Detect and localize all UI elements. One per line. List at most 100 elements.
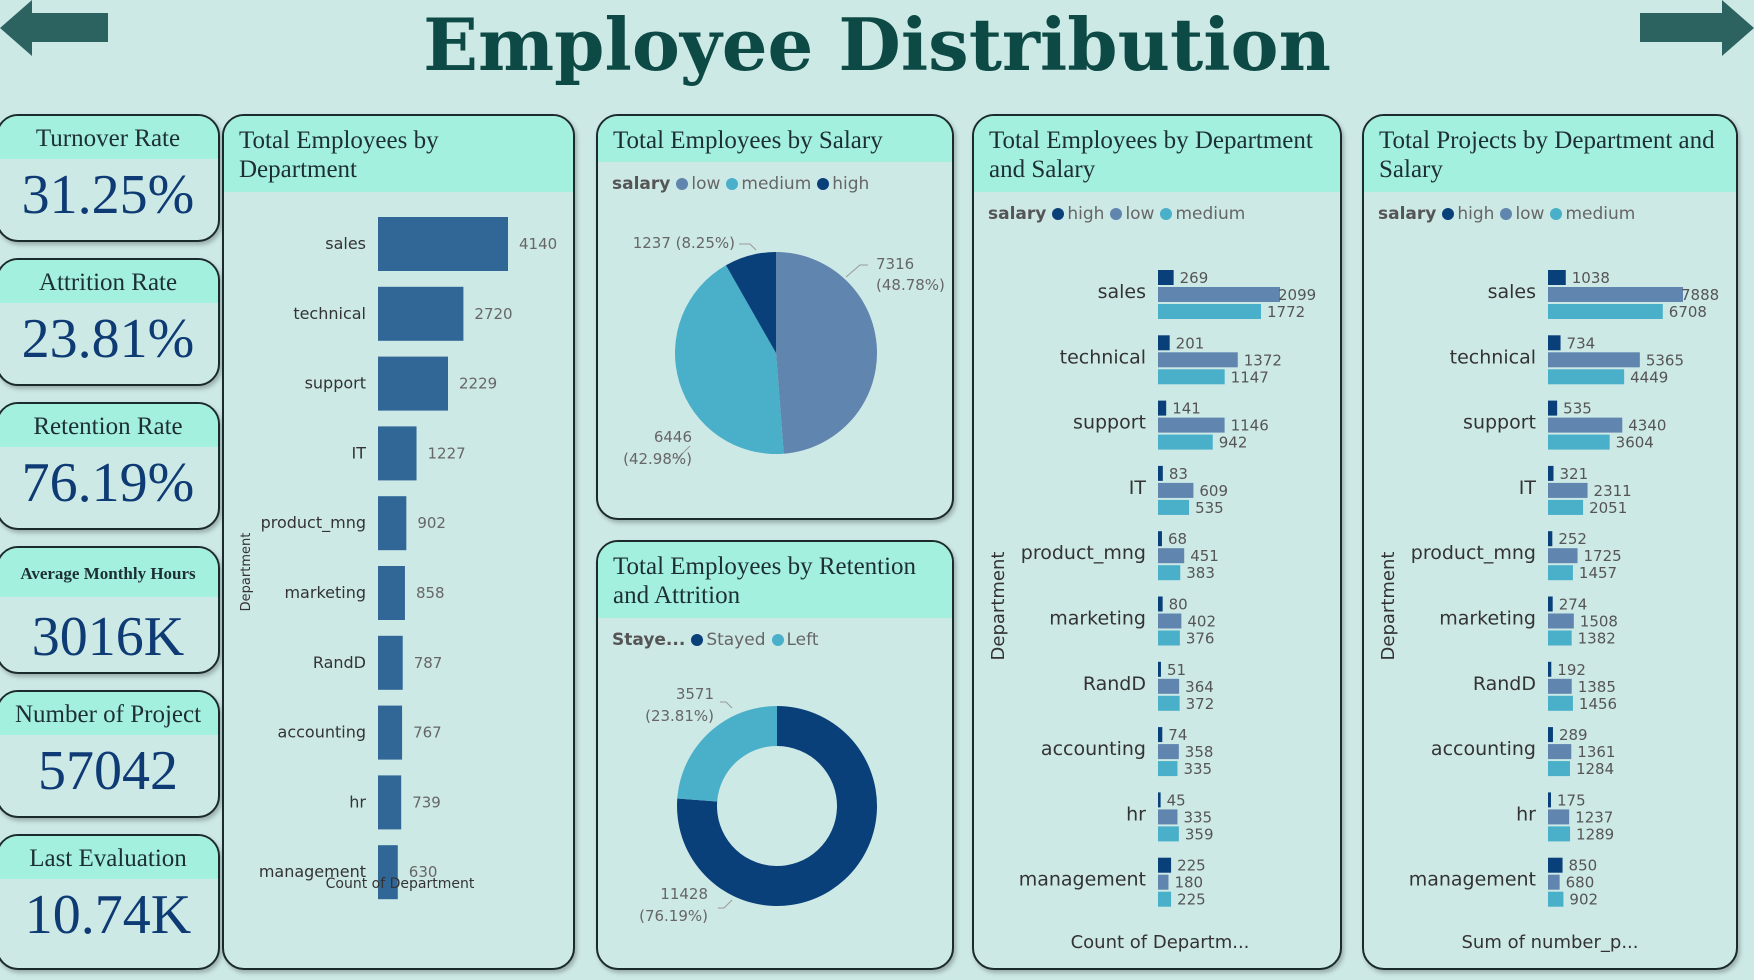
bar-low	[1158, 613, 1182, 629]
data-label: 680	[1566, 874, 1595, 892]
kpi-attrition-card: Attrition Rate 23.81%	[0, 258, 220, 386]
data-label: 141	[1172, 400, 1201, 418]
data-label: 289	[1559, 726, 1588, 744]
kpi-value: 10.74K	[24, 884, 192, 946]
legend-item-medium[interactable]: medium	[1160, 204, 1245, 224]
bar	[378, 217, 508, 271]
kpi-evaluation-card: Last Evaluation 10.74K	[0, 834, 220, 970]
data-label: 902	[417, 514, 446, 532]
legend-label: high	[1067, 204, 1105, 224]
category-label: support	[1073, 412, 1146, 434]
legend-item-medium[interactable]: medium	[726, 174, 811, 194]
salary-legend: salary low medium high	[612, 174, 875, 194]
data-label: 1227	[428, 444, 466, 462]
category-label: management	[1409, 869, 1536, 891]
category-label: sales	[1098, 281, 1146, 303]
legend-item-medium[interactable]: medium	[1550, 204, 1635, 224]
category-label: IT	[1129, 477, 1147, 499]
data-label: 609	[1199, 482, 1228, 500]
legend-label: high	[832, 174, 870, 194]
legend-item-high[interactable]: high	[817, 174, 869, 194]
data-label: 7316	[876, 255, 914, 273]
bar-low	[1548, 482, 1588, 498]
data-label: 335	[1183, 760, 1212, 778]
arrow-right-icon[interactable]	[1640, 0, 1754, 60]
bar-high	[1158, 335, 1170, 351]
bar-high	[1158, 727, 1163, 743]
data-label: 359	[1185, 825, 1214, 843]
kpi-value: 76.19%	[21, 452, 195, 514]
data-label: 7888	[1681, 286, 1719, 304]
bar-low	[1158, 809, 1178, 825]
data-label: 1038	[1572, 269, 1610, 287]
category-label: technical	[1060, 346, 1146, 368]
bar-medium	[1158, 434, 1213, 450]
leader-line	[720, 701, 733, 709]
data-label: 402	[1187, 613, 1216, 631]
data-label: 321	[1559, 465, 1588, 483]
bar-high	[1548, 531, 1553, 547]
bar-medium	[1158, 499, 1190, 515]
category-label: product_mng	[1411, 542, 1536, 564]
pie-slice-medium	[675, 265, 784, 454]
category-label: marketing	[1439, 608, 1536, 630]
category-label: hr	[1126, 803, 1146, 825]
bar-medium	[1158, 630, 1180, 646]
kpi-value: 23.81%	[21, 308, 195, 370]
kpi-retention-card: Retention Rate 76.19%	[0, 402, 220, 530]
data-label: 858	[416, 584, 445, 602]
bar-low	[1158, 678, 1180, 694]
category-label: accounting	[1431, 738, 1536, 760]
legend-label: Stayed	[706, 630, 766, 650]
category-label: sales	[325, 234, 366, 253]
pie-slice-high	[725, 252, 776, 353]
bar-high	[1548, 270, 1566, 285]
data-label: 1772	[1267, 303, 1305, 321]
category-label: IT	[352, 443, 367, 462]
legend-item-stayed[interactable]: Stayed	[691, 630, 766, 650]
category-label: management	[1019, 869, 1146, 891]
arrow-left-icon[interactable]	[0, 0, 112, 60]
legend-item-high[interactable]: high	[1442, 204, 1494, 224]
pie-slice-low	[776, 252, 878, 454]
legend-label: medium	[1565, 204, 1636, 224]
category-label: product_mng	[1021, 542, 1146, 564]
bar-medium	[1158, 891, 1172, 907]
category-label: RandD	[1083, 673, 1146, 695]
data-label: 3571	[676, 685, 714, 703]
kpi-label: Average Monthly Hours	[0, 548, 218, 597]
data-label: 535	[1563, 400, 1592, 418]
bar	[378, 286, 464, 341]
data-label: 1284	[1576, 760, 1614, 778]
data-label: 3604	[1616, 434, 1654, 452]
data-label: 269	[1180, 269, 1209, 287]
legend-item-left[interactable]: Left	[771, 630, 818, 650]
data-label: 383	[1186, 564, 1215, 582]
category-label: support	[1463, 412, 1536, 434]
dept-chart-card: Total Employees by Department sales 4140 t…	[222, 114, 575, 970]
legend-item-low[interactable]: low	[1110, 204, 1154, 224]
category-label: product_mng	[261, 513, 366, 533]
data-label: 767	[413, 724, 442, 742]
leader-line	[672, 445, 691, 459]
category-label: accounting	[1041, 738, 1146, 760]
bar-medium	[1158, 826, 1179, 842]
bar-medium	[1548, 891, 1564, 907]
data-label: 80	[1169, 596, 1188, 614]
leader-line	[739, 243, 757, 251]
salary-chart-card: Total Employees by Salary salary low mediu…	[596, 114, 954, 520]
legend-item-low[interactable]: low	[1500, 204, 1544, 224]
retention-legend: Staye... Stayed Left	[612, 630, 824, 650]
bar-medium	[1548, 761, 1570, 777]
category-label: support	[305, 374, 366, 393]
data-label: 451	[1190, 547, 1219, 565]
legend-item-low[interactable]: low	[676, 174, 720, 194]
category-label: management	[259, 862, 366, 881]
bar	[378, 566, 405, 620]
x-axis-label: Count of Departm...	[1071, 932, 1250, 953]
bar	[378, 775, 402, 830]
data-label: 1382	[1578, 630, 1616, 648]
bar-high	[1158, 270, 1174, 285]
legend-item-high[interactable]: high	[1052, 204, 1104, 224]
data-label: 68	[1168, 530, 1187, 548]
